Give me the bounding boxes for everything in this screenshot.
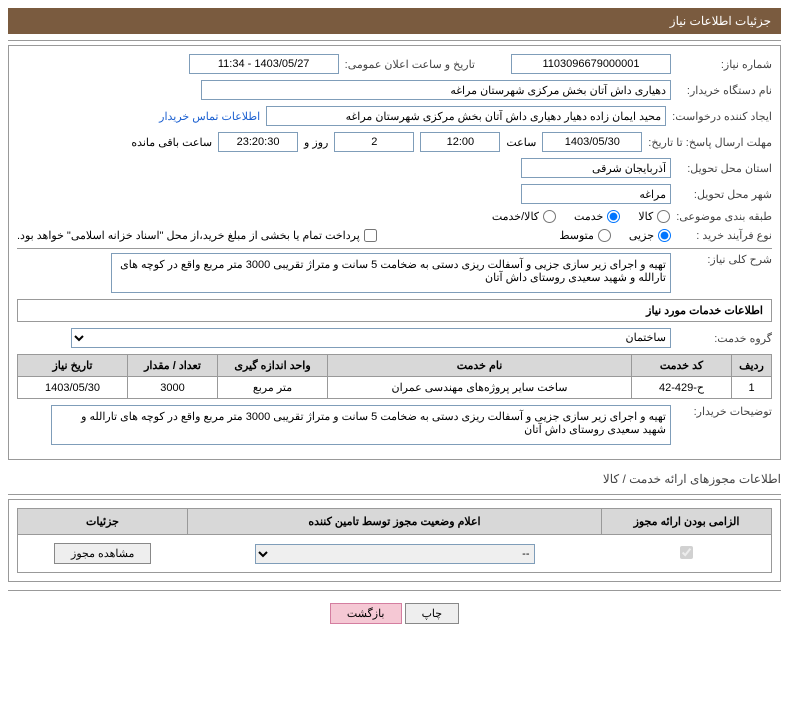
need-number-input[interactable]: [511, 54, 671, 74]
city-label: شهر محل تحویل:: [677, 188, 772, 201]
contact-link[interactable]: اطلاعات تماس خریدار: [159, 110, 260, 123]
col-mandatory: الزامی بودن ارائه مجوز: [602, 509, 772, 535]
proc-minor-radio[interactable]: [658, 229, 671, 242]
desc-label: شرح کلی نیاز:: [677, 253, 772, 266]
category-label: طبقه بندی موضوعی:: [676, 210, 772, 223]
print-button[interactable]: چاپ: [405, 603, 460, 624]
col-details: جزئیات: [18, 509, 188, 535]
mandatory-checkbox: [680, 546, 693, 559]
divider: [8, 40, 781, 41]
buyer-org-label: نام دستگاه خریدار:: [677, 84, 772, 97]
page-header: جزئیات اطلاعات نیاز: [8, 8, 781, 34]
need-number-label: شماره نیاز:: [677, 58, 772, 71]
cell-name: ساخت سایر پروژه‌های مهندسی عمران: [328, 377, 632, 399]
page-title: جزئیات اطلاعات نیاز: [670, 14, 771, 28]
status-select[interactable]: --: [255, 544, 535, 564]
payment-note: پرداخت تمام یا بخشی از مبلغ خرید،از محل …: [17, 229, 360, 242]
table-header-row: ردیف کد خدمت نام خدمت واحد اندازه گیری ت…: [18, 355, 772, 377]
mandatory-cell: [602, 535, 772, 573]
divider: [17, 321, 772, 322]
payment-checkbox[interactable]: [364, 229, 377, 242]
col-row: ردیف: [732, 355, 772, 377]
license-table: الزامی بودن ارائه مجوز اعلام وضعیت مجوز …: [17, 508, 772, 573]
details-cell: مشاهده مجوز: [18, 535, 188, 573]
cell-date: 1403/05/30: [18, 377, 128, 399]
divider: [17, 248, 772, 249]
footer-buttons: چاپ بازگشت: [8, 595, 781, 632]
category-radios: کالا خدمت کالا/خدمت: [492, 210, 670, 223]
announce-label: تاریخ و ساعت اعلان عمومی:: [345, 58, 475, 71]
cell-qty: 3000: [128, 377, 218, 399]
col-unit: واحد اندازه گیری: [218, 355, 328, 377]
proc-minor-item[interactable]: جزیی: [629, 229, 671, 242]
license-heading: اطلاعات مجوزهای ارائه خدمت / کالا: [8, 468, 781, 490]
payment-note-wrap: پرداخت تمام یا بخشی از مبلغ خرید،از محل …: [17, 229, 377, 242]
buyer-notes-textarea[interactable]: [51, 405, 671, 445]
main-panel: شماره نیاز: تاریخ و ساعت اعلان عمومی: نا…: [8, 45, 781, 460]
cat-both-item[interactable]: کالا/خدمت: [492, 210, 556, 223]
col-date: تاریخ نیاز: [18, 355, 128, 377]
proc-medium-item[interactable]: متوسط: [559, 229, 611, 242]
deadline-date-input[interactable]: [542, 132, 642, 152]
requester-input[interactable]: [266, 106, 666, 126]
cell-row: 1: [732, 377, 772, 399]
hours-remain-input[interactable]: [218, 132, 298, 152]
license-panel: الزامی بودن ارائه مجوز اعلام وضعیت مجوز …: [8, 499, 781, 582]
back-button[interactable]: بازگشت: [330, 603, 402, 624]
hours-label: ساعت باقی مانده: [131, 136, 212, 149]
cat-service-item[interactable]: خدمت: [574, 210, 620, 223]
col-name: نام خدمت: [328, 355, 632, 377]
province-input[interactable]: [521, 158, 671, 178]
deadline-time-input[interactable]: [420, 132, 500, 152]
status-cell: --: [188, 535, 602, 573]
group-label: گروه خدمت:: [677, 332, 772, 345]
cat-both-radio[interactable]: [543, 210, 556, 223]
view-license-button[interactable]: مشاهده مجوز: [54, 543, 151, 564]
table-row: 1 ح-429-42 ساخت سایر پروژه‌های مهندسی عم…: [18, 377, 772, 399]
cell-unit: متر مربع: [218, 377, 328, 399]
services-table: ردیف کد خدمت نام خدمت واحد اندازه گیری ت…: [17, 354, 772, 399]
requester-label: ایجاد کننده درخواست:: [672, 110, 772, 123]
group-select[interactable]: ساختمان: [71, 328, 671, 348]
cat-goods-item[interactable]: کالا: [638, 210, 670, 223]
table-header-row: الزامی بودن ارائه مجوز اعلام وضعیت مجوز …: [18, 509, 772, 535]
cat-service-radio[interactable]: [607, 210, 620, 223]
days-label: روز و: [304, 136, 328, 149]
divider: [8, 590, 781, 591]
desc-textarea[interactable]: [111, 253, 671, 293]
table-row: -- مشاهده مجوز: [18, 535, 772, 573]
col-qty: تعداد / مقدار: [128, 355, 218, 377]
services-section-title: اطلاعات خدمات مورد نیاز: [17, 299, 772, 321]
province-label: استان محل تحویل:: [677, 162, 772, 175]
days-remain-input[interactable]: [334, 132, 414, 152]
city-input[interactable]: [521, 184, 671, 204]
deadline-label: مهلت ارسال پاسخ: تا تاریخ:: [648, 136, 772, 149]
buyer-org-input[interactable]: [201, 80, 671, 100]
proc-medium-radio[interactable]: [598, 229, 611, 242]
process-label: نوع فرآیند خرید :: [677, 229, 772, 242]
cell-code: ح-429-42: [632, 377, 732, 399]
buyer-notes-label: توضیحات خریدار:: [677, 405, 772, 418]
announce-date-input[interactable]: [189, 54, 339, 74]
col-code: کد خدمت: [632, 355, 732, 377]
divider: [8, 494, 781, 495]
cat-goods-radio[interactable]: [657, 210, 670, 223]
process-radios: جزیی متوسط: [559, 229, 671, 242]
time-label: ساعت: [506, 136, 536, 149]
col-status: اعلام وضعیت مجوز توسط تامین کننده: [188, 509, 602, 535]
